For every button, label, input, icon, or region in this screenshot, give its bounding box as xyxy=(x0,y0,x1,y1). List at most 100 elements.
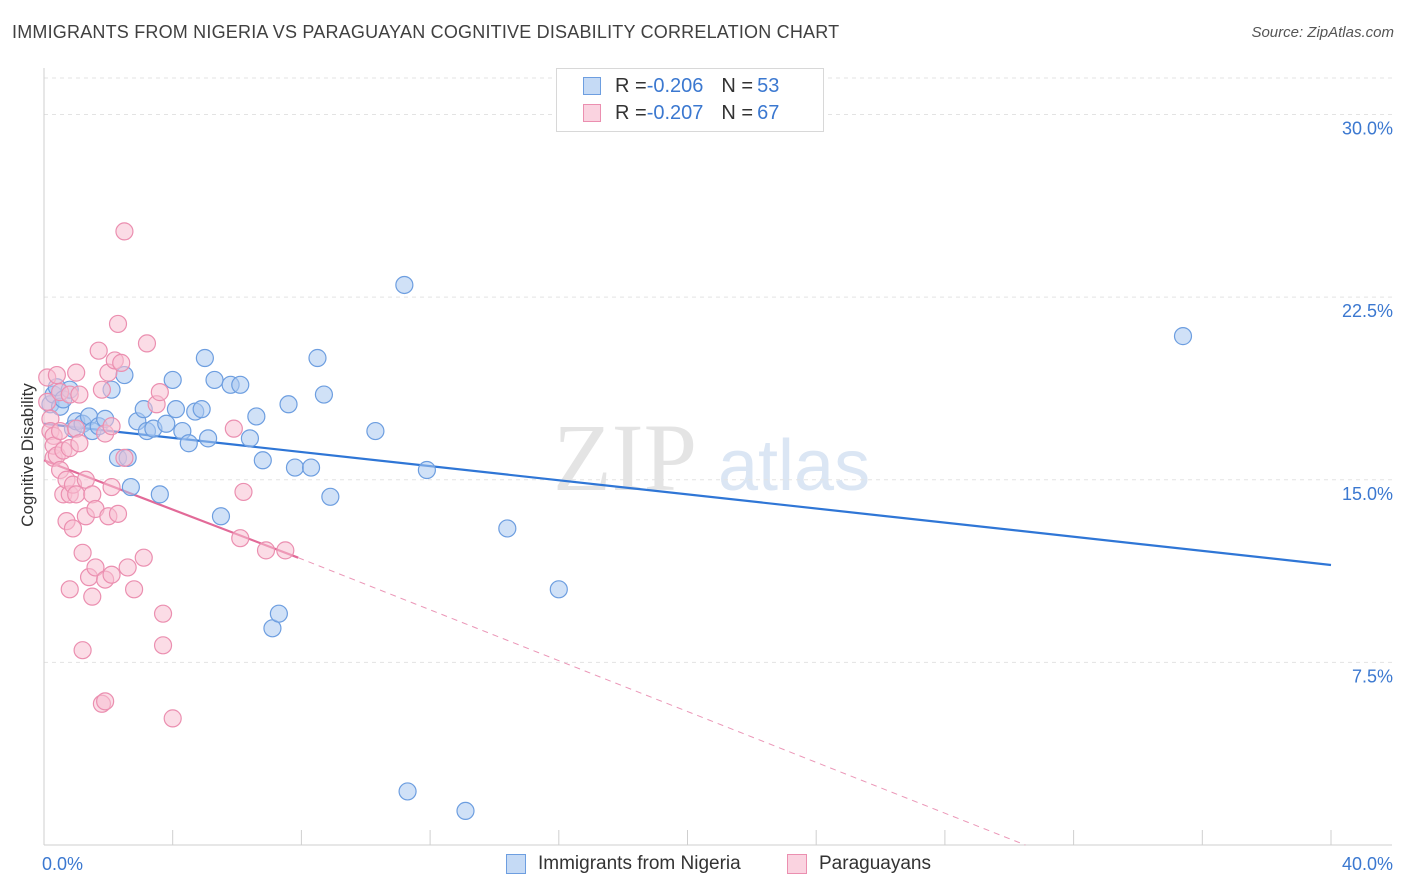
bottom-legend-nigeria[interactable]: Immigrants from Nigeria xyxy=(506,852,741,876)
paraguayan-point xyxy=(102,477,121,497)
paraguayan-point xyxy=(67,363,86,382)
paraguayan-point xyxy=(70,434,89,453)
nigeria-point xyxy=(549,580,568,599)
nigeria-point xyxy=(205,370,224,390)
bottom-legend-paraguayans[interactable]: Paraguayans xyxy=(787,852,931,876)
bottom-legend-swatch-blue xyxy=(506,854,526,874)
paraguayan-point xyxy=(150,383,169,402)
paraguayan-point xyxy=(234,482,253,502)
paraguayan-point xyxy=(224,419,243,438)
nigeria-point xyxy=(198,429,218,448)
paraguayan-point xyxy=(38,392,57,411)
paraguayan-point xyxy=(108,504,128,523)
paraguayan-point xyxy=(102,417,121,436)
nigeria-point xyxy=(166,400,186,419)
legend-r-value: -0.206 xyxy=(646,74,704,97)
nigeria-point xyxy=(231,375,250,394)
nigeria-point xyxy=(1173,327,1193,346)
legend-n-value: 53 xyxy=(757,74,780,97)
legend-swatch-pink xyxy=(583,104,601,122)
nigeria-point xyxy=(285,458,305,477)
paraguayan-point xyxy=(153,604,173,623)
nigeria-point xyxy=(121,477,140,497)
x-tick-label: 40.0% xyxy=(1342,854,1393,874)
legend-r-value: -0.207 xyxy=(646,101,704,124)
chart-title: IMMIGRANTS FROM NIGERIA VS PARAGUAYAN CO… xyxy=(12,22,840,42)
paraguayan-point xyxy=(153,636,173,655)
y-tick-label: 15.0% xyxy=(1342,484,1393,504)
nigeria-point xyxy=(150,485,169,504)
legend-row-paraguayans: R = -0.207 N = 67 xyxy=(583,101,779,125)
nigeria-point xyxy=(498,519,517,538)
paraguayan-point xyxy=(256,541,276,560)
paraguayan-point xyxy=(60,580,79,599)
paraguayan-point xyxy=(163,709,182,728)
source-label: Source: ZipAtlas.com xyxy=(1251,24,1394,41)
watermark-atlas: atlas xyxy=(718,426,870,506)
x-tick-label: 0.0% xyxy=(42,854,83,874)
paraguayan-point xyxy=(63,519,83,538)
paraguayan-point xyxy=(86,558,105,577)
nigeria-point xyxy=(192,400,211,419)
paraguayan-point xyxy=(83,587,102,606)
paraguayan-point xyxy=(70,385,89,404)
nigeria-point xyxy=(417,460,436,480)
nigeria-point xyxy=(398,782,417,801)
y-axis-title: Cognitive Disability xyxy=(18,383,37,527)
y-tick-label: 7.5% xyxy=(1352,666,1393,686)
paraguayan-point xyxy=(108,314,128,334)
nigeria-point xyxy=(240,429,260,448)
paraguayan-point xyxy=(115,222,134,241)
paraguayan-point xyxy=(134,548,153,567)
paraguayan-point xyxy=(112,353,131,372)
nigeria-point xyxy=(366,421,385,441)
nigeria-point xyxy=(157,414,176,433)
paraguayan-point xyxy=(102,565,121,584)
nigeria-point xyxy=(247,407,266,426)
paraguayan-point xyxy=(276,541,295,560)
nigeria-point xyxy=(456,801,475,821)
nigeria-point xyxy=(195,348,214,368)
legend-n-label: N = xyxy=(721,101,754,124)
legend-r-label: R = xyxy=(615,74,647,97)
paraguayan-point xyxy=(96,692,115,711)
bottom-legend-swatch-pink xyxy=(787,854,807,874)
nigeria-point xyxy=(253,451,272,470)
paraguayan-point xyxy=(92,380,112,399)
nigeria-point xyxy=(321,487,340,506)
nigeria-point xyxy=(395,275,414,295)
bottom-legend-label: Paraguayans xyxy=(819,853,931,874)
legend-n-label: N = xyxy=(721,74,754,97)
nigeria-point xyxy=(269,604,288,623)
nigeria-point xyxy=(211,507,231,526)
nigeria-point xyxy=(314,385,334,404)
nigeria-point xyxy=(279,395,298,414)
correlation-legend: R = -0.206 N = 53 R = -0.207 N = 67 xyxy=(556,68,824,132)
legend-row-nigeria: R = -0.206 N = 53 xyxy=(583,74,779,98)
paraguayan-point xyxy=(118,558,137,577)
nigeria-trend-line xyxy=(43,422,1332,567)
paraguayan-point xyxy=(115,448,134,467)
paraguayan-point xyxy=(231,529,250,548)
nigeria-point xyxy=(163,370,182,390)
nigeria-point xyxy=(179,434,198,453)
nigeria-point xyxy=(308,348,327,368)
y-tick-label: 22.5% xyxy=(1342,301,1393,321)
paraguayan-trend-extension xyxy=(297,557,1026,846)
paraguayan-point xyxy=(73,641,92,660)
paraguayan-point xyxy=(89,341,108,360)
paraguayan-point xyxy=(137,334,157,353)
nigeria-point xyxy=(301,458,321,477)
y-tick-label: 30.0% xyxy=(1342,119,1393,139)
paraguayan-point xyxy=(47,365,66,385)
watermark-zip: ZIP xyxy=(553,404,697,511)
legend-r-label: R = xyxy=(615,101,647,124)
paraguayan-point xyxy=(124,580,144,599)
legend-swatch-blue xyxy=(583,77,601,95)
paraguayan-point xyxy=(50,421,70,441)
bottom-legend-label: Immigrants from Nigeria xyxy=(538,853,741,874)
paraguayan-point xyxy=(67,485,86,504)
legend-n-value: 67 xyxy=(757,101,780,124)
paraguayan-point xyxy=(73,543,92,562)
